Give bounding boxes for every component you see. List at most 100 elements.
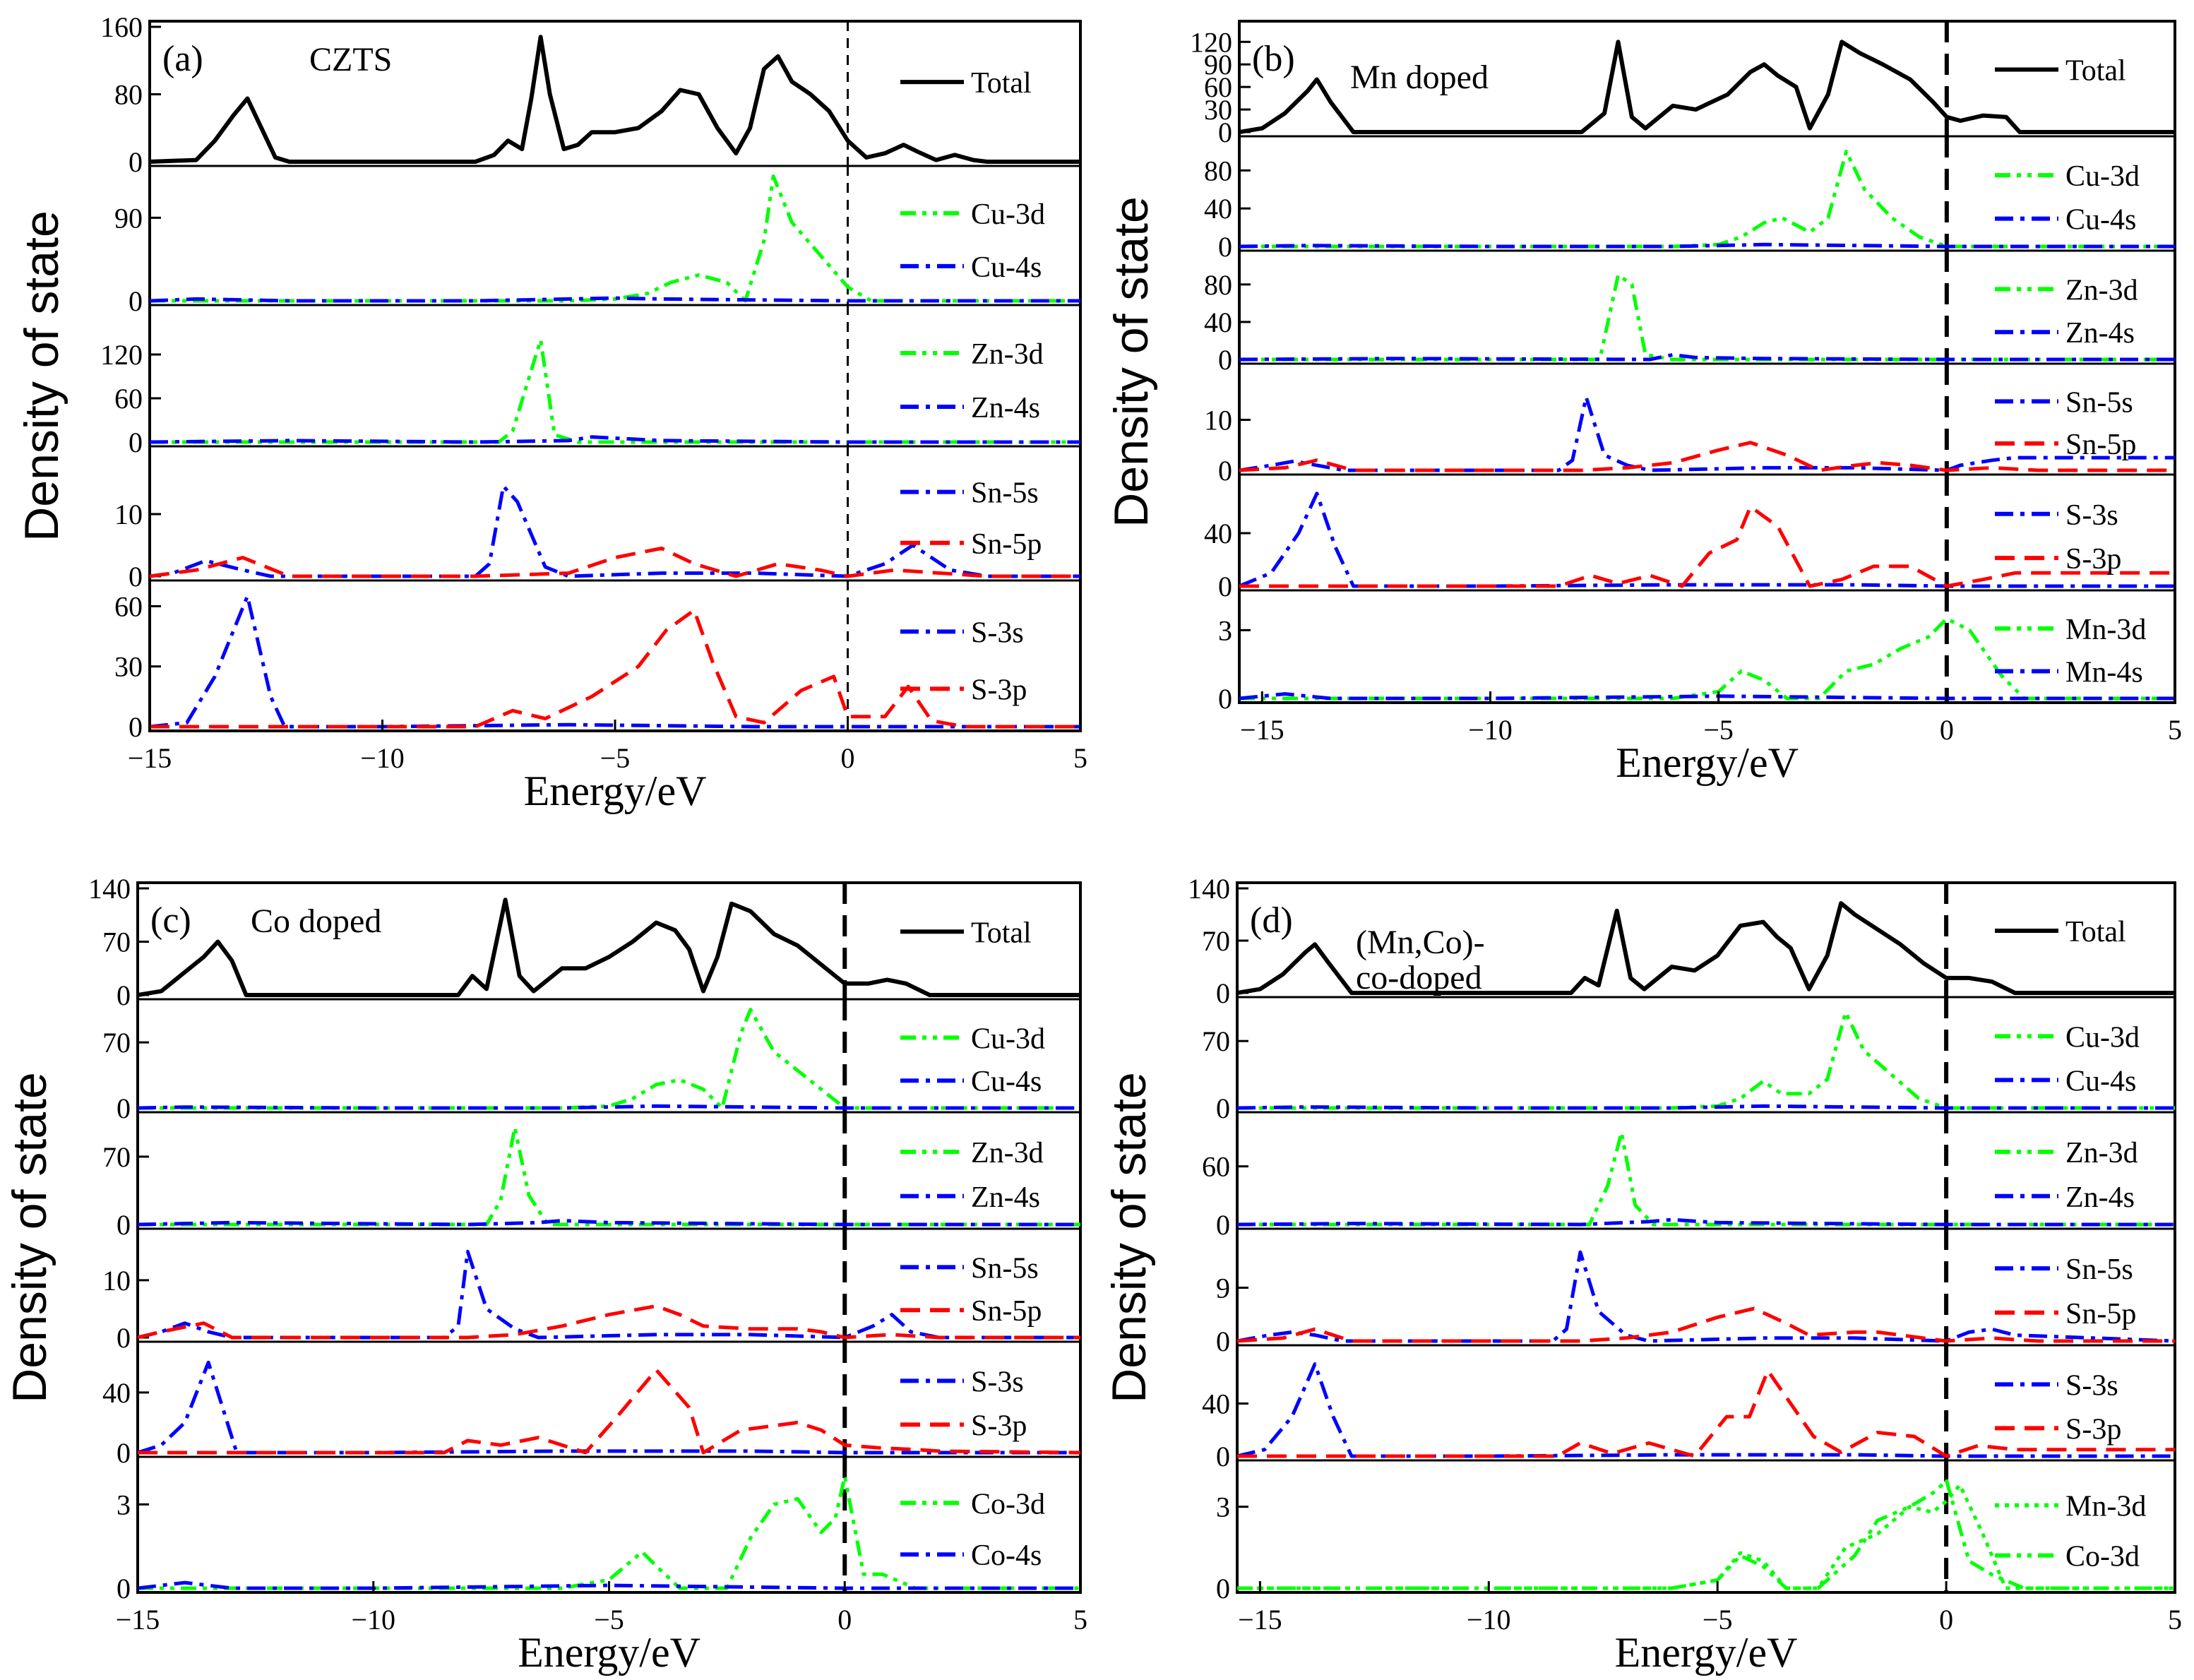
legend-label-s-3s: S-3s xyxy=(2065,1369,2118,1402)
panel-frame xyxy=(1238,20,2176,704)
x-tick-label: −10 xyxy=(360,742,405,774)
subplot-2: 0 40 80 Cu-3d Cu-4s xyxy=(1204,135,2175,263)
y-tick-label: 70 xyxy=(102,1141,131,1173)
x-tick-label: −5 xyxy=(1703,714,1734,746)
y-tick-label: 80 xyxy=(1204,155,1232,186)
y-tick-label: 3 xyxy=(117,1489,131,1520)
legend-label-zn-4s: Zn-4s xyxy=(971,392,1040,424)
series-line-cu-4s xyxy=(138,1104,1080,1110)
series-line-co-3d xyxy=(1237,1477,2175,1590)
y-tick-label: 90 xyxy=(114,202,143,234)
y-tick-label: 0 xyxy=(117,1209,131,1241)
series-line-zn-3d xyxy=(1237,1131,2175,1227)
legend-label-s-3p: S-3p xyxy=(971,674,1027,706)
series-line-cu-3d xyxy=(1237,1011,2175,1110)
legend-label-total: Total xyxy=(971,67,1032,100)
x-tick-label: 5 xyxy=(2168,1604,2182,1636)
x-axis-title: Energy/eV xyxy=(1616,739,1799,786)
y-tick-label: 0 xyxy=(1218,571,1232,602)
y-tick-label: 40 xyxy=(102,1377,131,1409)
y-tick-label: 160 xyxy=(100,11,143,43)
legend-label-sn-5s: Sn-5s xyxy=(2065,386,2133,419)
y-tick-label: 60 xyxy=(1204,71,1232,103)
legend-label-zn-3d: Zn-3d xyxy=(971,1137,1044,1169)
legend-label-co-4s: Co-4s xyxy=(971,1539,1042,1572)
legend-label-zn-4s: Zn-4s xyxy=(2065,1181,2135,1214)
series-line-zn-4s xyxy=(150,435,1080,444)
series-line-sn-5s xyxy=(138,1249,1080,1340)
legend-label-cu-4s: Cu-4s xyxy=(2065,1065,2136,1097)
series-line-mn-3d xyxy=(1237,1483,2175,1590)
x-tick-label: −10 xyxy=(1468,714,1513,746)
subplot-4: 0 10 Sn-5s Sn-5p xyxy=(114,445,1080,592)
panel-label: (c) xyxy=(150,900,191,941)
y-tick-label: 60 xyxy=(114,590,143,622)
panel-label: (a) xyxy=(162,39,203,79)
y-tick-label: 0 xyxy=(1216,1325,1230,1357)
y-tick-label: 140 xyxy=(88,873,131,905)
legend-label-mn-3d: Mn-3d xyxy=(2065,614,2146,646)
y-tick-label: 0 xyxy=(129,427,143,458)
x-tick-label: 0 xyxy=(841,742,855,774)
panel-d: 0 70 140 Total 0 70 Cu-3d Cu-4s 0 60 Zn-3d Zn-4s 0 9 S… xyxy=(1102,873,2182,1676)
legend-label-s-3s: S-3s xyxy=(2065,499,2118,532)
x-axis-title: Energy/eV xyxy=(1615,1629,1798,1676)
series-line-total xyxy=(138,898,1080,997)
subplot-3: 0 70 Zn-3d Zn-4s xyxy=(102,1111,1080,1241)
y-tick-label: 0 xyxy=(1218,117,1232,148)
legend-label-total: Total xyxy=(2065,916,2126,948)
legend-label-s-3p: S-3p xyxy=(2065,1413,2121,1446)
panel-note: Co doped xyxy=(251,902,381,940)
x-tick-label: 5 xyxy=(2168,714,2182,746)
subplot-1: 0 70 140 Total xyxy=(88,873,1080,1011)
y-tick-label: 0 xyxy=(117,1092,131,1124)
panel-frame xyxy=(1236,881,2176,1594)
legend-label-cu-4s: Cu-4s xyxy=(2065,204,2136,237)
y-tick-label: 0 xyxy=(129,285,143,317)
legend-label-sn-5p: Sn-5p xyxy=(2065,429,2136,461)
subplot-2: 0 70 Cu-3d Cu-4s xyxy=(102,998,1080,1124)
subplot-5: 0 40 S-3s S-3p xyxy=(1202,1344,2175,1472)
series-line-zn-3d xyxy=(150,338,1080,444)
y-tick-label: 0 xyxy=(1216,1209,1230,1241)
x-tick-label: −15 xyxy=(116,1604,160,1636)
legend-label-cu-3d: Cu-3d xyxy=(971,198,1045,231)
series-line-zn-3d xyxy=(138,1126,1080,1227)
series-line-total xyxy=(1239,40,2175,134)
subplot-3: 0 60 Zn-3d Zn-4s xyxy=(1202,1111,2175,1241)
legend-label-mn-3d: Mn-3d xyxy=(2065,1491,2146,1523)
series-line-cu-4s xyxy=(150,296,1080,303)
y-tick-label: 0 xyxy=(1216,977,1230,1009)
panel-note: CZTS xyxy=(309,41,392,78)
x-axis-title: Energy/eV xyxy=(524,768,707,814)
y-tick-label: 40 xyxy=(1204,306,1232,338)
y-tick-label: 10 xyxy=(102,1265,131,1297)
y-tick-label: 0 xyxy=(129,561,143,592)
series-line-sn-5p xyxy=(1239,441,2175,472)
legend-label-zn-3d: Zn-3d xyxy=(2065,274,2138,306)
panel-label: (d) xyxy=(1250,900,1293,941)
legend-label-s-3s: S-3s xyxy=(971,1366,1024,1398)
subplot-5: 0 30 60 S-3s S-3p xyxy=(114,579,1080,743)
subplot-2: 0 90 Cu-3d Cu-4s xyxy=(114,165,1080,317)
legend-label-cu-4s: Cu-4s xyxy=(971,1066,1042,1098)
legend-label-s-3p: S-3p xyxy=(2065,543,2121,576)
y-tick-label: 80 xyxy=(114,79,143,111)
x-tick-label: 0 xyxy=(1940,714,1954,746)
x-tick-label: −15 xyxy=(1240,714,1284,746)
legend-label-zn-3d: Zn-3d xyxy=(971,338,1044,371)
x-tick-label: −15 xyxy=(128,742,172,774)
y-tick-label: 10 xyxy=(114,499,143,530)
x-tick-label: −10 xyxy=(1467,1604,1511,1636)
series-line-s-3p xyxy=(1237,1369,2175,1458)
series-line-cu-4s xyxy=(1239,242,2175,249)
y-tick-label: 0 xyxy=(1216,1573,1230,1604)
series-line-sn-5p xyxy=(150,546,1080,578)
subplot-2: 0 70 Cu-3d Cu-4s xyxy=(1202,996,2175,1124)
series-line-zn-4s xyxy=(138,1219,1080,1227)
